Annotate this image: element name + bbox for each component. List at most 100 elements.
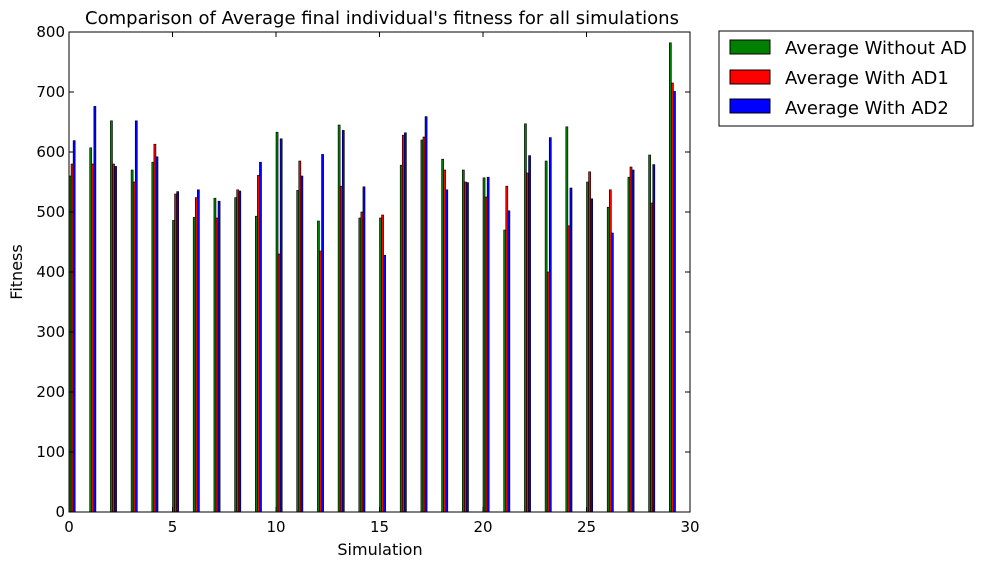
bar-s0-10 (275, 131, 279, 513)
bar-s0-13 (337, 124, 341, 513)
bar-s0-12 (317, 220, 320, 513)
bar-s2-14 (362, 186, 366, 513)
bar-s0-27 (627, 176, 631, 513)
bars-group (68, 42, 676, 513)
bar-s0-3 (130, 169, 134, 513)
bar-s1-2 (112, 163, 115, 513)
plot-frame (68, 31, 691, 513)
bar-s0-25 (586, 181, 589, 513)
bar-s0-23 (544, 160, 548, 513)
bar-s0-22 (524, 123, 527, 513)
bar-s0-20 (482, 177, 486, 513)
bar-s0-9 (255, 215, 258, 513)
y-tick-label-600: 600 (36, 143, 65, 161)
bar-s1-23 (546, 271, 550, 513)
bar-s1-27 (629, 166, 633, 513)
bar-s1-7 (215, 217, 219, 513)
bar-s1-16 (401, 134, 405, 513)
legend: Average Without AD Average With AD1 Aver… (718, 30, 974, 127)
legend-label-without-ad: Average Without AD (785, 38, 967, 59)
x-axis-label: Simulation (337, 540, 422, 559)
bar-s1-22 (526, 172, 529, 513)
bar-s2-13 (341, 130, 345, 513)
bar-s2-4 (155, 156, 159, 513)
bar-s0-19 (461, 169, 465, 513)
bar-s2-2 (114, 166, 117, 513)
y-tick-label-100: 100 (36, 443, 65, 461)
bar-s2-15 (383, 254, 387, 513)
y-tick-label-0: 0 (55, 503, 65, 521)
bar-s1-20 (484, 196, 488, 513)
bar-s2-7 (217, 200, 221, 513)
y-axis-label: Fitness (7, 244, 26, 299)
x-tick-label-0: 0 (64, 518, 74, 536)
bar-s2-20 (486, 176, 490, 513)
bar-s2-6 (197, 189, 200, 513)
x-tick-label-20: 20 (473, 518, 492, 536)
x-tick-label-5: 5 (168, 518, 178, 536)
bar-s0-28 (648, 154, 651, 513)
legend-swatch-with-ad2 (729, 98, 771, 114)
y-tick-label-700: 700 (36, 83, 65, 101)
bar-s1-3 (132, 181, 136, 513)
bar-s2-9 (259, 161, 262, 513)
bar-s1-19 (464, 181, 467, 513)
bar-s2-18 (445, 189, 449, 513)
bar-s0-29 (668, 42, 672, 513)
bar-s0-5 (172, 220, 175, 513)
bar-s2-17 (424, 116, 428, 513)
bar-s2-29 (673, 91, 676, 513)
legend-label-with-ad1: Average With AD1 (785, 68, 949, 89)
bar-s1-1 (91, 163, 95, 513)
bar-s0-14 (358, 217, 362, 513)
bar-s2-22 (528, 155, 531, 513)
bar-s0-11 (296, 190, 300, 513)
y-tick-label-300: 300 (36, 323, 65, 341)
bar-s2-12 (321, 154, 324, 513)
bar-s2-28 (652, 164, 656, 513)
bar-s0-1 (89, 147, 93, 513)
bar-s0-7 (213, 197, 217, 513)
chart-title: Comparison of Average final individual's… (85, 8, 679, 29)
bar-s1-29 (671, 82, 674, 513)
bar-s1-25 (588, 171, 591, 513)
bar-s0-18 (441, 158, 444, 513)
x-tick-label-30: 30 (680, 518, 699, 536)
bar-s1-10 (277, 253, 281, 513)
bar-s2-26 (611, 232, 614, 513)
bar-s0-21 (503, 229, 507, 513)
legend-swatch-without-ad (729, 39, 771, 55)
bar-s0-17 (420, 139, 424, 513)
bar-s0-6 (192, 217, 196, 513)
bar-s2-8 (238, 190, 242, 513)
bar-s1-21 (505, 185, 509, 513)
bar-s2-3 (134, 120, 138, 513)
bar-s0-15 (379, 217, 382, 513)
bar-s2-27 (631, 169, 635, 513)
bar-s2-1 (93, 106, 97, 513)
bar-s1-18 (443, 169, 447, 513)
bar-s0-16 (399, 164, 403, 513)
legend-swatch-with-ad1 (729, 69, 771, 85)
x-tick-label-15: 15 (370, 518, 389, 536)
y-tick-label-500: 500 (36, 203, 65, 221)
bar-s2-16 (404, 132, 407, 513)
bar-s1-11 (298, 160, 302, 513)
bar-s0-24 (565, 126, 569, 513)
bar-s2-25 (590, 198, 594, 513)
y-tick-label-200: 200 (36, 383, 65, 401)
bar-s1-28 (650, 202, 654, 513)
bar-s1-6 (194, 197, 198, 513)
bar-s2-23 (548, 137, 552, 513)
bar-s1-17 (422, 136, 426, 513)
bar-s1-24 (567, 225, 571, 513)
x-tick-label-25: 25 (577, 518, 596, 536)
bar-s0-2 (110, 120, 113, 513)
legend-label-with-ad2: Average With AD2 (785, 98, 949, 119)
bar-s1-9 (257, 175, 260, 513)
bar-s2-24 (569, 187, 573, 513)
bar-s2-19 (466, 182, 469, 513)
bar-s2-11 (300, 175, 304, 513)
y-tick-label-400: 400 (36, 263, 65, 281)
